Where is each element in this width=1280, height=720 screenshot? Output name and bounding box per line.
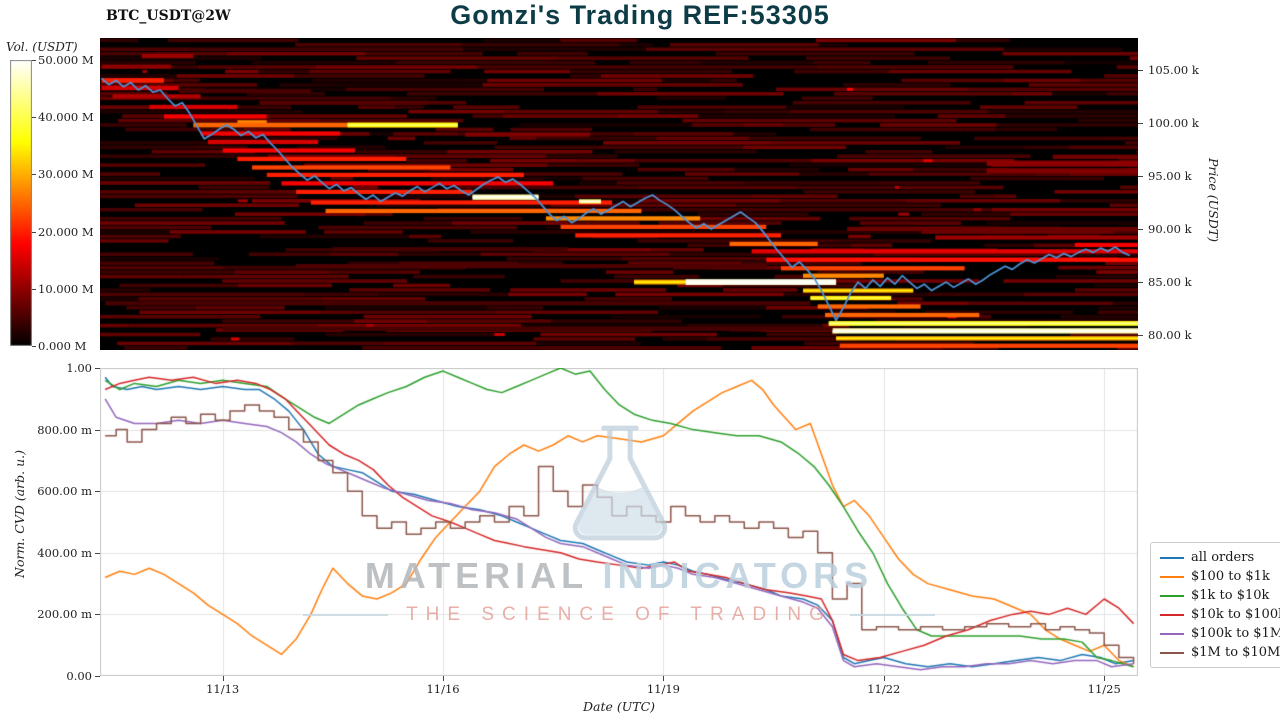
price-tick-label: 85.00 k	[1148, 275, 1192, 290]
price-tick-label: 90.00 k	[1148, 222, 1192, 237]
tick-mark	[1138, 175, 1143, 177]
tick-mark	[95, 676, 100, 677]
tick-mark	[1138, 335, 1143, 337]
legend-swatch	[1160, 613, 1184, 616]
cvd-tick-label: 0.00	[66, 669, 92, 683]
legend-swatch	[1160, 575, 1184, 578]
date-tick-label: 11/22	[867, 682, 901, 696]
tick-mark	[1138, 229, 1143, 231]
cvd-tick-label: 400.00 m	[37, 545, 92, 560]
price-heatmap-chart	[100, 38, 1138, 350]
legend-swatch	[1160, 556, 1184, 559]
cvd-axis-title: Norm. CVD (arb. u.)	[12, 450, 27, 578]
colorbar-tick-label: 10.000 M	[38, 281, 94, 296]
tick-mark	[95, 429, 100, 431]
legend-item: $1k to $10k	[1160, 586, 1280, 605]
cvd-tick-label: 1.00	[66, 361, 92, 375]
cvd-tick-label: 200.00 m	[37, 607, 92, 622]
cvd-tick-label: 800.00 m	[37, 422, 92, 437]
date-axis-title: Date (UTC)	[582, 699, 656, 714]
page-title: Gomzi's Trading REF:53305	[450, 0, 830, 30]
legend-item: all orders	[1160, 548, 1280, 567]
colorbar-tick-label: 40.000 M	[38, 110, 94, 125]
legend-item: $100k to $1M	[1160, 624, 1280, 643]
price-tick-label: 95.00 k	[1148, 168, 1192, 183]
tick-mark	[32, 174, 36, 176]
cvd-line-chart	[100, 368, 1138, 676]
tick-mark	[663, 676, 665, 681]
tick-mark	[32, 288, 36, 290]
tick-mark	[883, 676, 885, 681]
date-tick-label: 11/16	[426, 682, 460, 696]
legend-swatch	[1160, 632, 1184, 635]
date-tick-label: 11/19	[646, 682, 681, 696]
legend-label: $1M to $10M	[1191, 645, 1280, 660]
price-tick-label: 105.00 k	[1148, 62, 1199, 77]
volume-colorbar	[10, 60, 32, 346]
legend-label: $100k to $1M	[1191, 626, 1280, 641]
tick-mark	[32, 117, 36, 119]
legend: all orders $100 to $1k $1k to $10k $10k to …	[1150, 542, 1280, 668]
tick-mark	[95, 552, 100, 554]
tick-mark	[95, 491, 100, 493]
symbol-label: BTC_USDT@2W	[106, 8, 231, 24]
price-tick-label: 80.00 k	[1148, 328, 1192, 343]
tick-mark	[1138, 122, 1143, 124]
legend-label: $10k to $100k	[1191, 607, 1280, 622]
tick-mark	[1138, 69, 1143, 71]
colorbar-tick-label: 0.000 M	[38, 339, 87, 353]
price-axis-title: Price (USDT)	[1206, 158, 1221, 242]
colorbar-tick-label: 50.000 M	[38, 53, 94, 67]
date-tick-label: 11/25	[1087, 682, 1121, 696]
colorbar-title: Vol. (USDT)	[6, 40, 78, 54]
tick-mark	[1104, 676, 1106, 681]
tick-mark	[443, 676, 445, 681]
tick-mark	[32, 231, 36, 233]
cvd-tick-label: 600.00 m	[37, 484, 92, 499]
legend-label: $100 to $1k	[1191, 569, 1270, 584]
colorbar-tick-label: 30.000 M	[38, 167, 94, 182]
tick-mark	[32, 346, 36, 347]
legend-item: $1M to $10M	[1160, 643, 1280, 662]
tick-mark	[222, 676, 224, 681]
legend-label: $1k to $10k	[1191, 588, 1270, 603]
tick-mark	[95, 614, 100, 616]
legend-item: $100 to $1k	[1160, 567, 1280, 586]
tick-mark	[1138, 282, 1143, 284]
legend-swatch	[1160, 651, 1184, 654]
price-tick-label: 100.00 k	[1148, 115, 1199, 130]
tick-mark	[95, 368, 100, 369]
tick-mark	[32, 60, 36, 61]
legend-swatch	[1160, 594, 1184, 597]
legend-item: $10k to $100k	[1160, 605, 1280, 624]
legend-label: all orders	[1191, 550, 1255, 565]
colorbar-tick-label: 20.000 M	[38, 224, 94, 239]
date-tick-label: 11/13	[206, 682, 240, 696]
